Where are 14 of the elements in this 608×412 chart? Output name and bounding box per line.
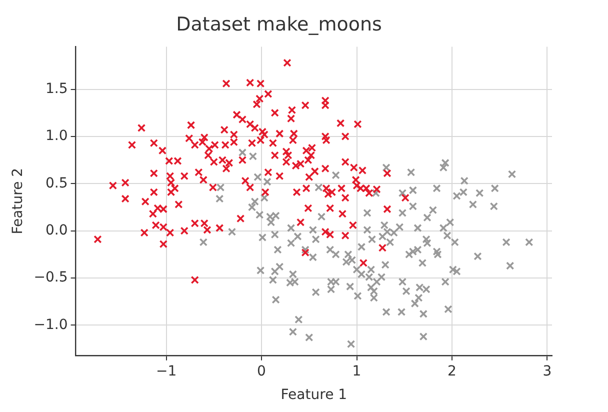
x-tick-label: −1 (156, 363, 177, 380)
y-tick-label: 0.0 (46, 222, 68, 238)
y-tick-label: −1.0 (34, 316, 68, 333)
chart-title: Dataset make_moons (176, 13, 382, 36)
x-tick-label: 1 (352, 363, 362, 380)
x-tick-label: 3 (542, 363, 552, 380)
y-tick-label: −0.5 (34, 270, 68, 286)
y-tick-label: 1.5 (46, 80, 68, 97)
y-axis-title: Feature 2 (10, 168, 26, 234)
y-tick-label: 1.0 (46, 128, 68, 144)
x-tick-label: 0 (257, 363, 266, 380)
y-tick-label: 0.5 (46, 175, 68, 192)
x-axis-title: Feature 1 (280, 387, 348, 404)
x-tick-label: 2 (448, 363, 456, 380)
